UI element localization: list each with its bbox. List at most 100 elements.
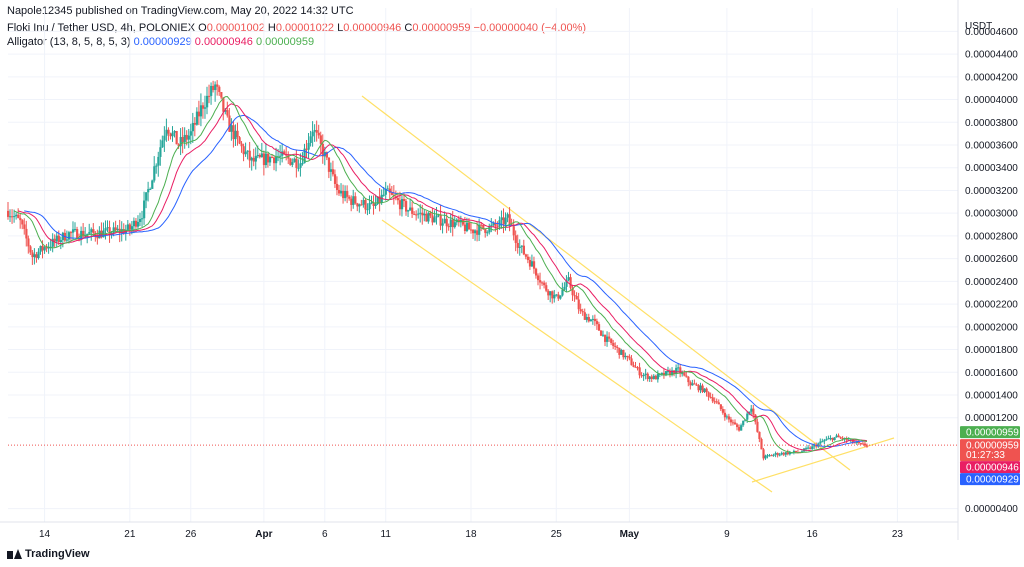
candle-body: [39, 245, 42, 252]
candle-body: [362, 200, 365, 205]
candle-body: [467, 222, 471, 230]
price-axis[interactable]: 0.00004600 0.00004400 0.00004200 0.00004000…: [965, 27, 1018, 515]
time-axis[interactable]: 14 21 26 Apr 6 11 18 25 May 9 16 23: [39, 529, 903, 540]
alligator-lines: [13, 95, 868, 454]
candle-body: [13, 216, 16, 218]
candle-body: [439, 214, 442, 226]
candle-body: [319, 135, 322, 144]
time-tick-label: Apr: [255, 529, 272, 540]
candle-body: [155, 165, 158, 167]
candle-body: [212, 85, 215, 91]
candle-body: [415, 214, 418, 216]
candle-body: [23, 224, 26, 229]
candle-body: [731, 422, 735, 424]
candle-body: [104, 228, 107, 231]
candle-body: [275, 156, 278, 164]
candle-body: [604, 334, 607, 342]
candle-body: [74, 229, 77, 231]
candle-body: [530, 261, 534, 267]
candle-body: [642, 375, 645, 377]
candle-body: [423, 213, 426, 216]
candle-body: [593, 318, 597, 322]
candle-body: [695, 384, 698, 386]
candle-body: [386, 188, 389, 190]
svg-text:0.00000946: 0.00000946: [966, 463, 1019, 474]
low-label: L: [337, 22, 344, 34]
time-tick-label: 6: [322, 529, 328, 540]
candle-body: [407, 210, 410, 212]
candle-body: [413, 213, 416, 215]
jaw-price-tag: 0.00000929: [960, 473, 1020, 486]
time-tick-label: 25: [551, 529, 563, 540]
candle-body: [638, 367, 641, 376]
candle-body: [201, 105, 205, 109]
candle-body: [809, 447, 812, 449]
candle-body: [374, 204, 377, 206]
candle-body: [11, 216, 14, 218]
candle-body: [561, 289, 564, 296]
candle-body: [396, 198, 400, 201]
candle-body: [738, 427, 741, 431]
indicator-name[interactable]: Alligator (13, 8, 5, 8, 5, 3): [7, 36, 131, 48]
candle-body: [634, 366, 637, 368]
candle-body: [693, 383, 696, 385]
brand-name: TradingView: [25, 548, 90, 560]
candle-body: [449, 219, 452, 227]
price-tick-label: 0.00002200: [965, 300, 1018, 311]
candle-body: [352, 196, 355, 205]
candle-body: [457, 219, 461, 223]
candle-body: [551, 291, 554, 299]
candle-body: [143, 200, 146, 219]
time-tick-label: 18: [465, 529, 477, 540]
candle-body: [244, 151, 247, 155]
candle-body: [788, 452, 792, 455]
candle-body: [183, 134, 186, 143]
candles: [7, 80, 869, 461]
candle-body: [33, 254, 36, 258]
candle-body: [748, 411, 751, 414]
candle-body: [220, 92, 223, 98]
candle-body: [327, 157, 331, 172]
candle-body: [845, 438, 848, 441]
price-tick-label: 0.00002400: [965, 277, 1018, 288]
candle-body: [431, 215, 434, 223]
candle-body: [571, 287, 574, 296]
candle-body: [861, 443, 865, 445]
candle-body: [654, 375, 657, 380]
candle-body: [522, 245, 525, 255]
candle-body: [116, 228, 119, 231]
candle-body: [417, 213, 420, 215]
candle-body: [25, 228, 28, 239]
candle-body: [565, 280, 568, 287]
candle-body: [520, 245, 523, 247]
candle-body: [342, 190, 345, 199]
candle-body: [662, 372, 666, 376]
footer-brand[interactable]: TradingView: [7, 548, 90, 560]
candle-body: [723, 412, 727, 418]
candle-body: [575, 295, 578, 300]
teeth-price-tag: 0.00000946: [960, 461, 1020, 474]
candle-body: [453, 222, 456, 228]
candle-body: [329, 169, 333, 172]
candle-body: [295, 158, 298, 168]
candle-body: [57, 235, 60, 243]
candle-body: [268, 156, 272, 163]
candle-body: [208, 95, 211, 97]
price-tick-label: 0.00002000: [965, 322, 1018, 333]
candle-body: [736, 424, 739, 428]
candle-body: [340, 190, 343, 194]
candle-body: [801, 451, 804, 453]
candle-body: [733, 422, 737, 425]
candle-body: [597, 324, 601, 331]
svg-text:0.00000959: 0.00000959: [966, 428, 1019, 439]
candle-body: [711, 397, 714, 402]
candle-body: [445, 218, 448, 227]
channel-upper-line: [361, 95, 851, 471]
countdown-timer: 01:27:33: [966, 450, 1005, 461]
candle-body: [865, 445, 869, 447]
candle-body: [246, 150, 249, 152]
candle-body: [443, 218, 446, 224]
candle-body: [697, 385, 700, 391]
candle-body: [579, 309, 582, 312]
